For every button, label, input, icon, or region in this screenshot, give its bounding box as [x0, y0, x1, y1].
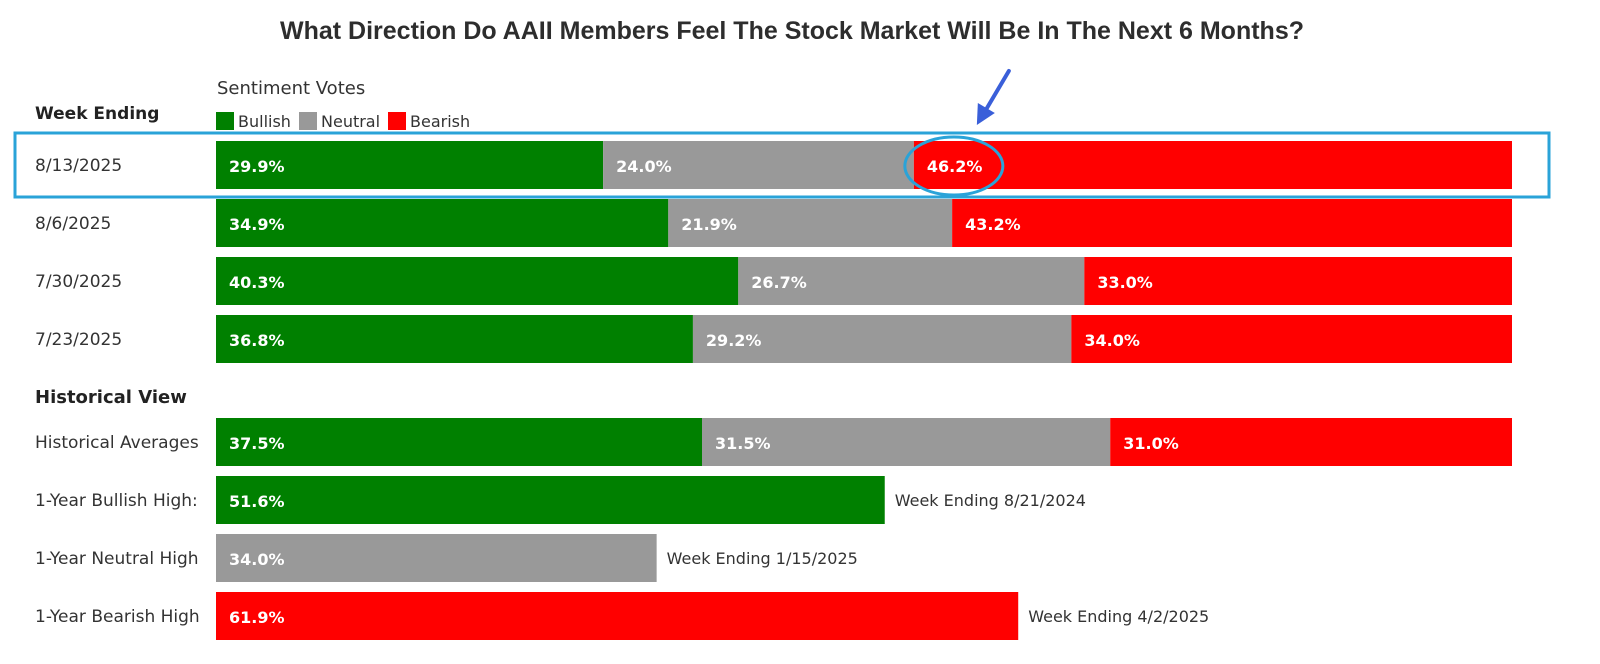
bullish-bar [216, 141, 604, 189]
bearish-high-bar [216, 592, 1019, 640]
bearish-bar [1110, 418, 1512, 466]
neutral-value-label: 21.9% [681, 215, 737, 234]
week-ending-header: Week Ending [35, 104, 159, 124]
legend-label-neutral: Neutral [321, 112, 380, 131]
legend-swatch-bearish [388, 112, 406, 130]
neutral-value-label: 29.2% [706, 331, 762, 350]
row-label: Historical Averages [35, 433, 199, 453]
bullish-value-label: 40.3% [229, 273, 285, 292]
row-label: 7/23/2025 [35, 330, 122, 350]
neutral-high-bar [216, 534, 657, 582]
arrow-head [976, 103, 995, 125]
annotations [13, 69, 1551, 199]
highlight-row-box [13, 131, 1551, 199]
neutral-bar [668, 199, 953, 247]
legend: Bullish Neutral Bearish [216, 112, 470, 131]
bearish-value-label: 46.2% [927, 157, 983, 176]
bullish-value-label: 34.9% [229, 215, 285, 234]
neutral-bar [692, 315, 1072, 363]
bearish-bar [913, 141, 1512, 189]
high-value-label: 61.9% [229, 608, 285, 627]
neutral-value-label: 26.7% [751, 273, 807, 292]
row-label: 8/6/2025 [35, 214, 111, 234]
bullish-high-bar [216, 476, 885, 524]
arrow-shaft [980, 69, 1011, 117]
bullish-value-label: 37.5% [229, 434, 285, 453]
neutral-bar [702, 418, 1111, 466]
high-value-label: 51.6% [229, 492, 285, 511]
bullish-value-label: 36.8% [229, 331, 285, 350]
row-label: 1-Year Bearish High [35, 607, 200, 627]
bearish-value-label: 34.0% [1084, 331, 1140, 350]
historical-view-header: Historical View [35, 387, 187, 408]
row-label: 1-Year Bullish High: [35, 491, 198, 511]
bullish-value-label: 29.9% [229, 157, 285, 176]
bearish-value-label: 33.0% [1097, 273, 1153, 292]
legend-title: Sentiment Votes [217, 78, 365, 99]
neutral-value-label: 31.5% [715, 434, 771, 453]
row-label: 1-Year Neutral High [35, 549, 199, 569]
bearish-value-label: 43.2% [965, 215, 1021, 234]
bearish-bar [952, 199, 1512, 247]
neutral-value-label: 24.0% [616, 157, 672, 176]
bearish-bar [1071, 315, 1512, 363]
legend-swatch-bullish [216, 112, 234, 130]
legend-label-bearish: Bearish [410, 112, 470, 131]
bullish-bar [216, 257, 739, 305]
high-week-note: Week Ending 8/21/2024 [895, 491, 1086, 510]
high-week-note: Week Ending 4/2/2025 [1028, 607, 1209, 626]
row-label: 8/13/2025 [35, 156, 122, 176]
bullish-bar [216, 315, 693, 363]
high-week-note: Week Ending 1/15/2025 [667, 549, 858, 568]
bearish-value-label: 31.0% [1123, 434, 1179, 453]
row-label: 7/30/2025 [35, 272, 122, 292]
neutral-bar [603, 141, 914, 189]
high-value-label: 34.0% [229, 550, 285, 569]
bar-rows: 8/13/2025 29.9% 24.0% 46.2% 8/6/2025 34.9% 21.… [35, 141, 1512, 640]
chart-title: What Direction Do AAII Members Feel The … [280, 17, 1304, 45]
bullish-bar [216, 418, 702, 466]
legend-swatch-neutral [299, 112, 317, 130]
bullish-bar [216, 199, 669, 247]
bearish-bar [1084, 257, 1512, 305]
legend-label-bullish: Bullish [238, 112, 291, 131]
neutral-bar [738, 257, 1085, 305]
highlight-circle [903, 135, 1005, 197]
